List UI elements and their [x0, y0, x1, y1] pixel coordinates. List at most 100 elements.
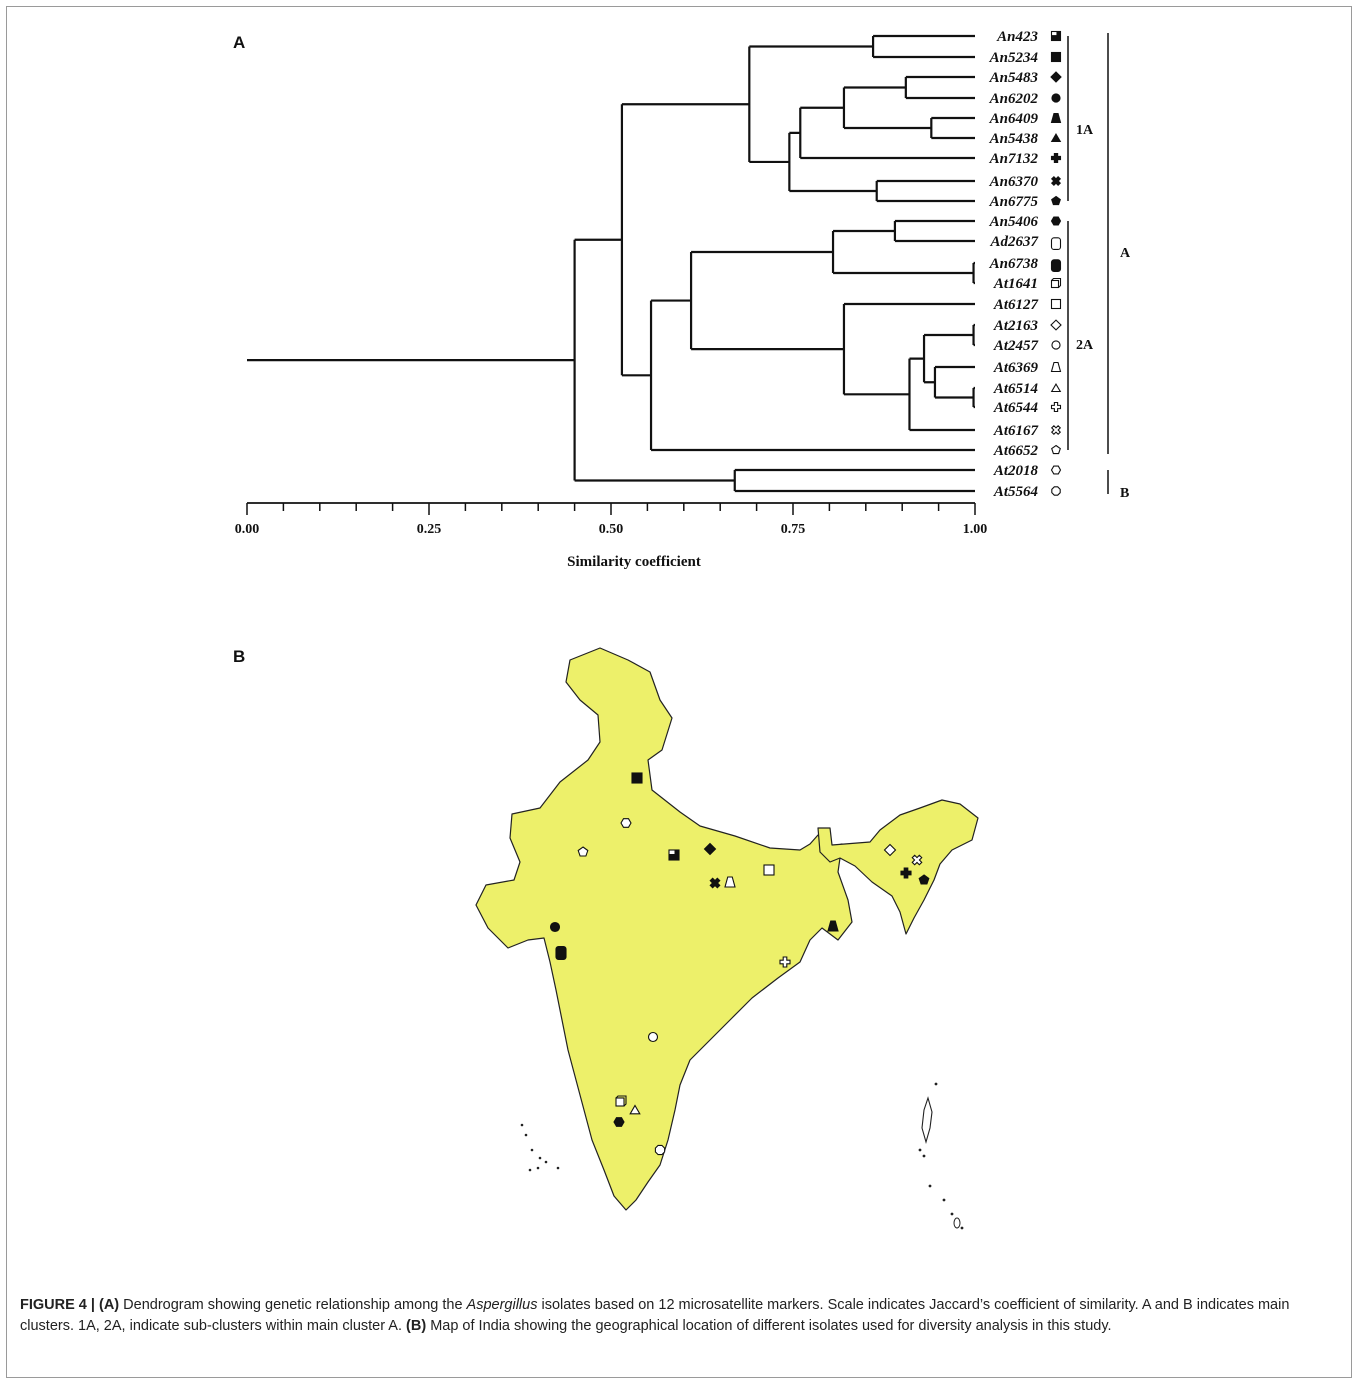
- leaf-label: At2163: [993, 318, 1039, 334]
- leaf-marker-open-triangle: [1050, 383, 1062, 393]
- leaf-label: At6167: [993, 423, 1039, 439]
- cluster-label: B: [1120, 486, 1129, 501]
- dendrogram: 0.00 0.25 0.50 0.75 1.00 Similarity coefficie…: [235, 29, 1131, 570]
- leaf-marker-filled-trapezoid: [1050, 112, 1062, 124]
- nicobar-island: [953, 1217, 961, 1229]
- lakshadweep-island: [538, 1156, 542, 1160]
- leaf-label: At6544: [993, 400, 1039, 416]
- lakshadweep-island: [544, 1160, 548, 1164]
- map-marker-filled-square: [631, 772, 643, 784]
- x-tick-label: 0.00: [235, 522, 260, 537]
- map-marker-half-filled-square: [668, 849, 680, 861]
- lakshadweep-island: [520, 1123, 524, 1127]
- leaf-marker-open-cross: [1050, 401, 1062, 413]
- caption-b-ref: (B): [406, 1318, 427, 1334]
- andaman-nicobar-island: [922, 1154, 926, 1158]
- figure-canvas: A 0.00 0.25 0.50 0.75 1.00 Similarity coeffic…: [233, 29, 1131, 1230]
- cluster-label: 2A: [1076, 338, 1094, 353]
- lakshadweep-island: [528, 1168, 532, 1172]
- leaf-marker-open-square: [1050, 298, 1062, 310]
- leaf-label: At5564: [993, 484, 1039, 500]
- leaf-marker-filled-x: [1050, 175, 1062, 187]
- leaf-marker-open-rounded-rect: [1050, 237, 1062, 251]
- map-marker-filled-x: [709, 877, 721, 889]
- leaf-label: At6127: [993, 297, 1039, 313]
- caption-text-1: Dendrogram showing genetic relationship …: [119, 1297, 467, 1313]
- andaman-nicobar-island: [960, 1226, 964, 1230]
- india-map: [475, 647, 979, 1230]
- map-marker-open-pentagon: [577, 846, 589, 857]
- andaman-nicobar-island: [918, 1148, 922, 1152]
- figure-caption: FIGURE 4 | (A) Dendrogram showing geneti…: [20, 1295, 1340, 1337]
- leaf-label: An6775: [989, 194, 1039, 210]
- panel-a-letter: A: [233, 33, 245, 52]
- leaf-marker-open-octagon: [1051, 486, 1061, 496]
- leaf-marker-half-filled-square: [1050, 30, 1062, 42]
- lakshadweep-island: [524, 1133, 528, 1137]
- map-marker-filled-cross: [900, 867, 912, 879]
- leaf-label: An423: [996, 29, 1038, 45]
- lakshadweep-island: [536, 1166, 540, 1170]
- leaf-label: An5438: [989, 131, 1039, 147]
- andaman-nicobar-island: [928, 1184, 932, 1188]
- leaf-marker-open-hexagon: [1050, 465, 1062, 475]
- leaf-marker-open-pentagon: [1051, 444, 1061, 455]
- caption-genus: Aspergillus: [466, 1297, 538, 1313]
- leaf-marker-filled-diamond: [1050, 71, 1062, 83]
- leaf-label: An7132: [989, 151, 1039, 167]
- leaf-marker-open-diamond: [1050, 319, 1062, 331]
- leaf-marker-filled-circle: [1051, 93, 1061, 103]
- leaf-label: An6738: [989, 256, 1039, 272]
- leaf-marker-filled-cross: [1050, 152, 1062, 164]
- x-axis-title: Similarity coefficient: [567, 554, 701, 570]
- leaf-label: At2018: [993, 463, 1039, 479]
- andaman-nicobar-island: [942, 1198, 946, 1202]
- leaf-marker-filled-hexagon: [1050, 216, 1062, 226]
- map-marker-open-circle: [647, 1031, 659, 1043]
- dendrogram-branches: [247, 34, 975, 493]
- leaf-marker-filled-triangle: [1050, 133, 1062, 143]
- india-northeast: [817, 799, 979, 935]
- leaf-label: At2457: [993, 338, 1039, 354]
- leaf-label: Ad2637: [989, 234, 1038, 250]
- map-marker-open-square: [763, 864, 775, 876]
- leaf-marker-open-circle: [1051, 340, 1061, 350]
- leaf-marker-open-trapezoid: [1050, 361, 1062, 373]
- map-marker-open-x: [911, 854, 923, 866]
- map-marker-open-cube: [615, 1095, 627, 1107]
- x-tick-label: 0.75: [781, 522, 806, 537]
- map-marker-filled-rounded-rect: [555, 945, 567, 961]
- map-marker-open-hexagon: [620, 818, 632, 828]
- map-marker-open-octagon: [654, 1144, 666, 1156]
- x-tick-label: 0.25: [417, 522, 442, 537]
- x-tick-label: 0.50: [599, 522, 624, 537]
- x-tick-label: 1.00: [963, 522, 988, 537]
- leaf-marker-filled-rounded-rect: [1050, 259, 1062, 273]
- lakshadweep-island: [530, 1148, 534, 1152]
- leaf-label: An5406: [989, 214, 1039, 230]
- caption-text-3: Map of India showing the geographical lo…: [426, 1318, 1112, 1334]
- map-marker-filled-diamond: [703, 842, 717, 856]
- caption-a-ref: (A): [99, 1297, 120, 1313]
- panel-b-letter: B: [233, 647, 245, 666]
- map-marker-open-trapezoid: [724, 876, 736, 888]
- leaf-label: An5483: [989, 70, 1039, 86]
- map-marker-filled-circle: [549, 921, 561, 933]
- leaf-label: An6202: [989, 91, 1039, 107]
- leaf-label: At1641: [993, 276, 1038, 292]
- andaman-island: [921, 1096, 933, 1145]
- leaf-label: At6652: [993, 443, 1039, 459]
- map-marker-filled-pentagon: [918, 874, 930, 885]
- leaf-label: An6409: [989, 111, 1039, 127]
- leaf-marker-filled-pentagon: [1051, 195, 1061, 206]
- india-mainland: [475, 647, 853, 1211]
- cluster-label: A: [1120, 246, 1131, 261]
- map-marker-filled-trapezoid: [827, 920, 839, 932]
- cluster-label: 1A: [1076, 123, 1094, 138]
- leaf-marker-filled-square: [1050, 51, 1062, 63]
- leaf-label: An5234: [989, 50, 1039, 66]
- leaf-label: An6370: [989, 174, 1039, 190]
- andaman-nicobar-island: [934, 1082, 938, 1086]
- leaf-marker-open-x: [1050, 424, 1062, 436]
- lakshadweep-island: [556, 1166, 560, 1170]
